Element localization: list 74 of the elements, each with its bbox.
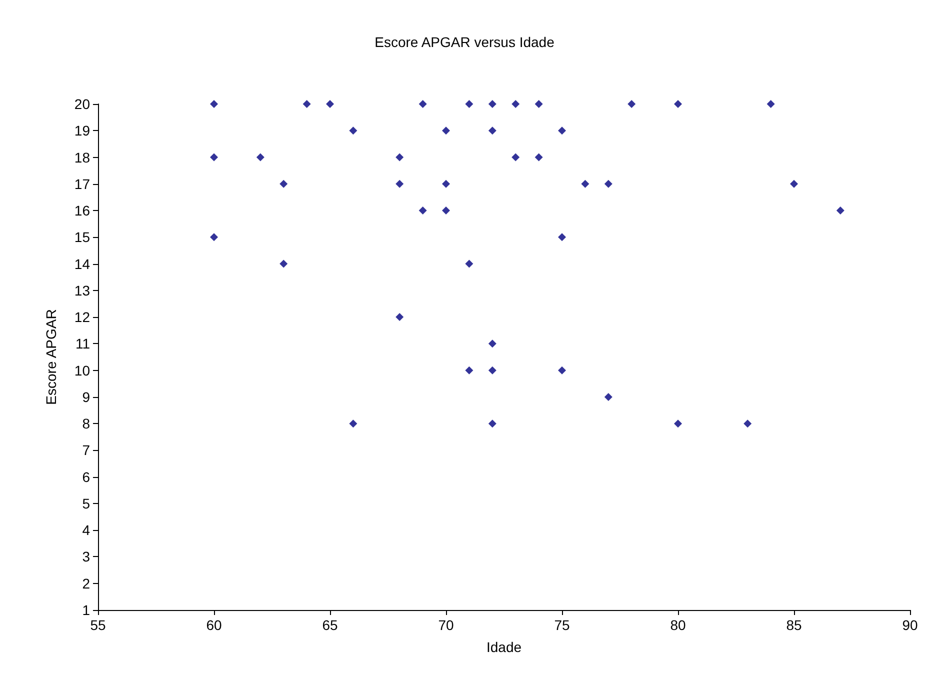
x-tick-label: 70 <box>438 617 454 633</box>
x-tick-label: 85 <box>786 617 802 633</box>
y-tick-label: 6 <box>82 468 90 485</box>
point <box>674 420 682 428</box>
point <box>210 100 218 108</box>
y-tick-label: 10 <box>74 362 90 378</box>
point <box>488 366 496 374</box>
point <box>558 126 566 135</box>
y-tick-label: 4 <box>82 522 90 538</box>
y-tick-label: 17 <box>74 176 90 192</box>
y-tick-label: 13 <box>74 282 90 298</box>
point <box>396 153 404 162</box>
point <box>396 313 404 322</box>
point <box>465 260 474 268</box>
point <box>488 340 496 348</box>
point <box>744 420 752 428</box>
point <box>488 126 496 135</box>
chart-title: Escore APGAR versus Idade <box>374 34 555 50</box>
point <box>558 233 566 242</box>
point <box>512 153 520 162</box>
point <box>766 100 775 108</box>
point <box>418 100 427 108</box>
y-tick-label: 12 <box>74 309 90 326</box>
point <box>280 180 288 188</box>
y-tick-label: 20 <box>74 96 90 112</box>
y-tick-label: 9 <box>82 388 90 405</box>
point <box>210 153 218 162</box>
y-tick-label: 2 <box>82 575 90 592</box>
y-tick-label: 14 <box>74 256 90 272</box>
point <box>465 100 474 108</box>
point <box>558 366 566 374</box>
x-tick-label: 60 <box>206 617 222 633</box>
y-tick-label: 3 <box>82 548 90 565</box>
point <box>302 100 311 108</box>
point <box>442 206 450 215</box>
y-tick-label: 8 <box>82 416 90 432</box>
point <box>465 366 474 374</box>
point <box>581 180 590 188</box>
point <box>604 180 612 188</box>
point <box>396 180 404 188</box>
y-tick-label: 1 <box>82 602 90 618</box>
point <box>604 392 612 401</box>
y-tick-label: 19 <box>74 122 90 139</box>
point <box>280 260 288 268</box>
point <box>418 206 427 215</box>
point <box>210 233 218 242</box>
point <box>512 100 520 108</box>
y-tick-label: 5 <box>82 495 90 512</box>
point <box>488 420 496 428</box>
point <box>326 100 334 108</box>
point <box>836 206 844 215</box>
y-tick-label: 18 <box>74 149 90 166</box>
point <box>442 180 450 188</box>
x-tick-label: 75 <box>554 617 570 633</box>
point <box>349 126 358 135</box>
point <box>534 100 543 108</box>
point <box>790 180 798 188</box>
y-tick-label: 11 <box>75 336 90 352</box>
x-tick-label: 80 <box>670 617 686 633</box>
x-tick-label: 65 <box>322 617 338 633</box>
x-axis-title: Idade <box>486 639 522 655</box>
x-tick-label: 55 <box>90 617 106 633</box>
point <box>674 100 682 108</box>
x-tick-label: 90 <box>902 617 918 633</box>
point <box>256 153 264 162</box>
point <box>628 100 636 108</box>
point <box>488 100 496 108</box>
point <box>349 420 358 428</box>
y-tick-label: 7 <box>82 442 90 458</box>
point <box>442 126 450 135</box>
y-tick-label: 15 <box>74 229 90 246</box>
y-tick-label: 16 <box>74 202 90 219</box>
point <box>534 153 543 162</box>
y-axis-title: Escore APGAR <box>43 309 59 405</box>
